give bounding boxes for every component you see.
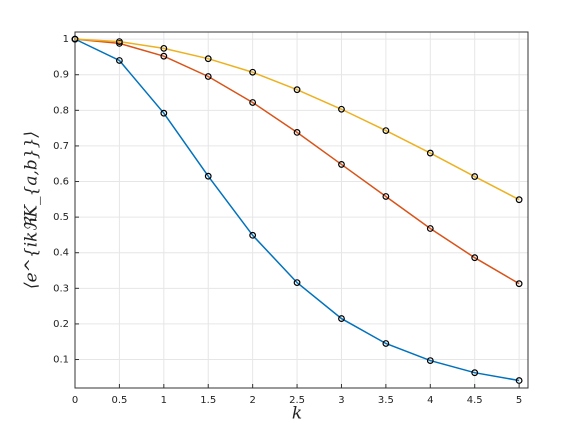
data-point [338, 105, 345, 113]
data-point [382, 340, 390, 347]
data-point [249, 68, 257, 76]
data-point [160, 52, 168, 60]
data-point [160, 44, 168, 52]
x-axis-label: k [292, 404, 302, 424]
data-point [116, 38, 123, 46]
data-point [249, 231, 257, 239]
data-point [471, 173, 479, 180]
y-tick-label: 0.8 [53, 105, 69, 116]
data-point [426, 149, 434, 157]
x-tick-label: 3.5 [378, 395, 394, 406]
data-point [204, 73, 212, 80]
series-line [74, 38, 520, 382]
data-point [471, 254, 479, 262]
y-tick-label: 0.7 [53, 141, 69, 152]
data-point [515, 377, 523, 384]
data-point [515, 196, 523, 204]
y-tick-label: 0.3 [53, 283, 69, 294]
x-tick-label: 1 [161, 395, 167, 406]
x-tick-label: 0 [72, 395, 78, 406]
series-line [74, 38, 520, 201]
y-axis-label: ⟨e^{ikℜK_{a,b}}⟩ [22, 131, 42, 289]
data-point [515, 280, 523, 288]
data-point [338, 315, 345, 322]
x-tick-label: 3 [338, 395, 344, 406]
data-point [426, 357, 434, 364]
x-tick-label: 5 [516, 395, 522, 406]
data-point [293, 128, 301, 136]
series-line [74, 38, 520, 285]
y-tick-label: 0.4 [53, 248, 69, 259]
data-point [293, 86, 301, 94]
data-point [204, 55, 212, 63]
data-point [249, 99, 257, 106]
plot-frame [74, 31, 529, 389]
x-tick-label: 4.5 [467, 395, 483, 406]
x-tick-label: 2.5 [289, 395, 305, 406]
data-point [71, 35, 79, 43]
data-point [382, 193, 390, 200]
x-tick-label: 4 [427, 395, 433, 406]
y-tick-label: 0.5 [53, 212, 69, 223]
data-point [471, 369, 479, 377]
data-point [204, 172, 212, 180]
x-tick-label: 1.5 [200, 395, 216, 406]
y-tick-label: 1 [63, 34, 69, 45]
data-point [382, 127, 390, 135]
y-tick-label: 0.9 [53, 70, 69, 81]
data-point [338, 161, 345, 168]
y-tick-label: 0.1 [53, 355, 69, 366]
x-tick-label: 0.5 [111, 395, 127, 406]
x-tick-label: 2 [249, 395, 255, 406]
data-point [293, 279, 301, 287]
y-tick-label: 0.2 [53, 319, 69, 330]
data-point [160, 109, 168, 117]
y-tick-label: 0.6 [53, 177, 69, 188]
data-point [426, 225, 434, 232]
data-point [116, 57, 123, 64]
